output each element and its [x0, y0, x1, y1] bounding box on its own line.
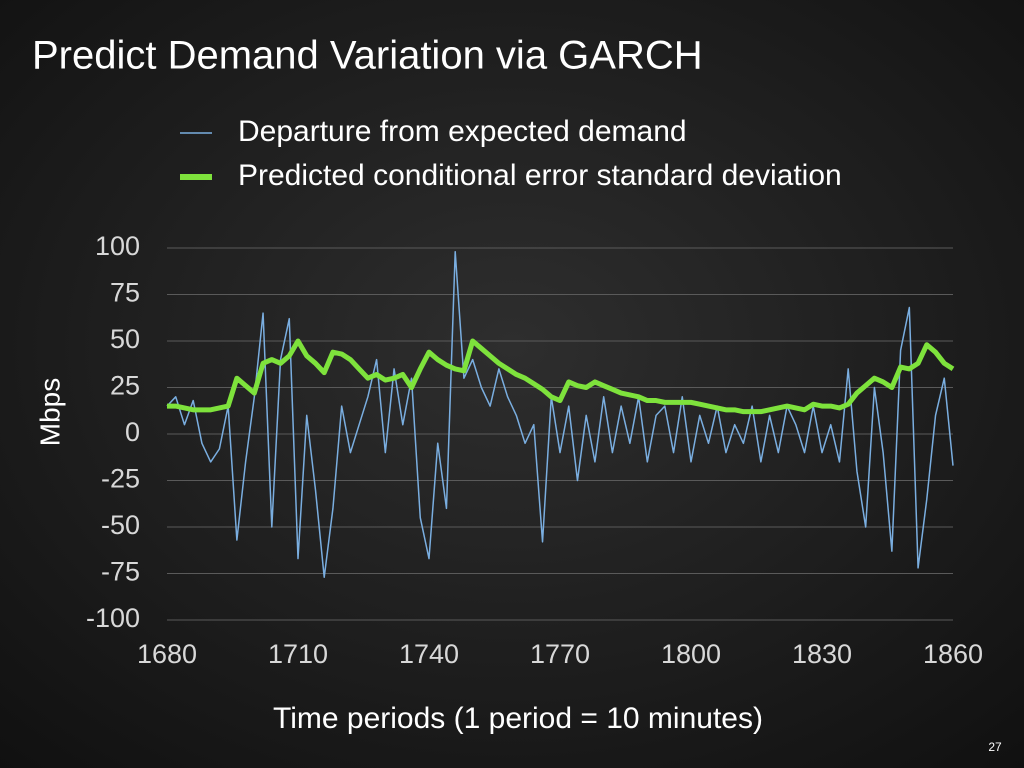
- x-tick-label: 1800: [661, 639, 721, 669]
- x-tick-label: 1710: [268, 639, 328, 669]
- x-axis-title: Time periods (1 period = 10 minutes): [273, 702, 763, 735]
- slide-title: Predict Demand Variation via GARCH: [32, 34, 703, 78]
- y-axis-title: Mbps: [34, 378, 65, 446]
- series-line: [166, 250, 954, 578]
- x-tick-label: 1770: [530, 639, 590, 669]
- page-number: 27: [988, 740, 1002, 754]
- y-tick-label: -50: [101, 510, 140, 540]
- y-tick-label: -100: [86, 603, 140, 633]
- y-tick-label: 50: [110, 324, 140, 354]
- legend-label: Departure from expected demand: [238, 115, 687, 148]
- x-tick-label: 1740: [399, 639, 459, 669]
- y-tick-label: -75: [101, 557, 140, 587]
- x-tick-label: 1860: [923, 639, 983, 669]
- x-tick-label: 1830: [792, 639, 852, 669]
- series-line: [167, 338, 955, 415]
- y-tick-label: -25: [101, 464, 140, 494]
- y-tick-label: 75: [110, 278, 140, 308]
- y-tick-label: 0: [125, 417, 140, 447]
- x-tick-label: 1680: [137, 639, 197, 669]
- legend-label: Predicted conditional error standard dev…: [238, 159, 842, 192]
- y-tick-label: 25: [110, 371, 140, 401]
- y-tick-label: 100: [95, 231, 140, 261]
